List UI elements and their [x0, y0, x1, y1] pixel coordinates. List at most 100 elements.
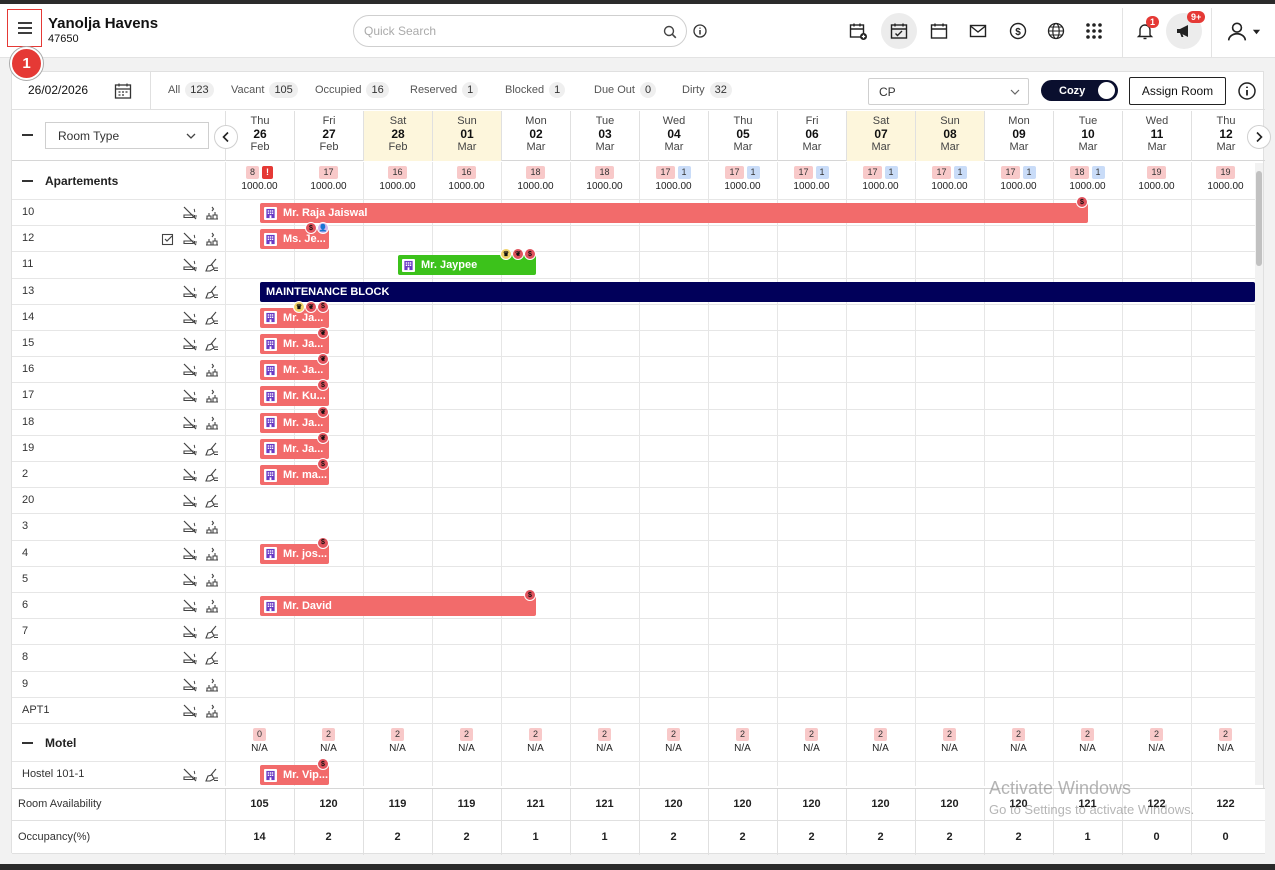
dirty-status-icon[interactable]	[204, 650, 220, 666]
room-row[interactable]: 10	[12, 200, 1257, 227]
booking-source-icon	[264, 337, 277, 351]
quick-search[interactable]	[353, 15, 687, 47]
room-row[interactable]: 2	[12, 462, 1257, 489]
clean-status-icon[interactable]	[204, 519, 220, 535]
dirty-status-icon[interactable]	[204, 467, 220, 483]
room-row[interactable]: APT1	[12, 698, 1257, 724]
hamburger-menu-button[interactable]	[7, 9, 42, 47]
room-row[interactable]: 16	[12, 357, 1257, 384]
dirty-status-icon[interactable]	[204, 284, 220, 300]
previous-dates-button[interactable]	[214, 125, 238, 149]
clean-status-icon[interactable]	[204, 546, 220, 562]
reservation-bar[interactable]: Mr. ma... $	[260, 458, 329, 485]
scrollbar-thumb[interactable]	[1256, 171, 1262, 266]
clean-status-icon[interactable]	[204, 231, 220, 247]
day-name: Fri	[805, 115, 819, 127]
reservation-bar[interactable]: Mr. Ja... ♛ ❦ $	[260, 300, 329, 328]
cozy-view-toggle[interactable]: Cozy	[1041, 80, 1118, 101]
reservation-bar[interactable]: Mr. jos... $	[260, 536, 329, 564]
room-row[interactable]: 20	[12, 488, 1257, 515]
room-row[interactable]: 19	[12, 436, 1257, 462]
day-month: Mar	[1216, 141, 1236, 153]
reservation-bar[interactable]: Mr. Ja... ❦	[260, 353, 329, 381]
reservation-bar[interactable]: Mr. David $	[260, 589, 536, 616]
apps-button[interactable]	[1079, 16, 1109, 46]
room-row[interactable]: 15	[12, 331, 1257, 358]
clean-status-icon[interactable]	[204, 205, 220, 221]
clean-status-icon[interactable]	[204, 362, 220, 378]
room-row[interactable]: 6	[12, 593, 1257, 620]
reservation-bar[interactable]: Mr. Jaypee ♛ ❦ $	[398, 248, 536, 276]
reservation-bar[interactable]: Mr. Ja... ❦	[260, 431, 329, 459]
rate-plan-select[interactable]: CP	[868, 78, 1029, 105]
stat-filter-due-out[interactable]: Due Out 0	[594, 82, 657, 98]
room-row[interactable]: 11	[12, 252, 1257, 279]
stat-filter-reserved[interactable]: Reserved 1	[410, 82, 479, 98]
dirty-status-icon[interactable]	[204, 336, 220, 352]
clean-status-icon[interactable]	[204, 388, 220, 404]
assign-room-button[interactable]: Assign Room	[1129, 77, 1226, 105]
pending-count: 1	[746, 166, 760, 179]
stat-filter-vacant[interactable]: Vacant 105	[231, 82, 298, 98]
room-row[interactable]: 9	[12, 672, 1257, 698]
dirty-status-icon[interactable]	[204, 441, 220, 457]
room-row[interactable]: 8	[12, 645, 1257, 672]
room-row[interactable]: 12	[12, 226, 1257, 253]
maintenance-block[interactable]: MAINTENANCE BLOCK	[260, 281, 1255, 302]
current-date[interactable]: 26/02/2026	[28, 83, 89, 97]
room-row[interactable]: 14	[12, 305, 1257, 331]
collapse-group-button[interactable]	[22, 742, 33, 744]
room-row[interactable]: 5	[12, 567, 1257, 593]
day-date: 03	[598, 127, 612, 141]
dirty-status-icon[interactable]	[204, 310, 220, 326]
mail-button[interactable]	[963, 16, 993, 46]
clean-status-icon[interactable]	[204, 415, 220, 431]
dirty-status-icon[interactable]	[204, 493, 220, 509]
available-count: 2	[666, 728, 680, 741]
next-dates-button[interactable]	[1247, 125, 1271, 149]
grid-scrollbar[interactable]	[1255, 163, 1263, 785]
dirty-status-icon[interactable]	[204, 767, 220, 783]
reservation-bar[interactable]: Mr. Ja... ❦	[260, 327, 329, 354]
reservation-bar[interactable]: Mr. Ku... $	[260, 379, 329, 407]
tape-chart-button[interactable]	[881, 13, 917, 49]
info-icon[interactable]	[692, 23, 708, 39]
clean-status-icon[interactable]	[204, 572, 220, 588]
calendar-button[interactable]	[924, 16, 954, 46]
room-row[interactable]: 4	[12, 541, 1257, 567]
room-row[interactable]: 17	[12, 383, 1257, 410]
clean-status-icon[interactable]	[204, 703, 220, 719]
stat-filter-occupied[interactable]: Occupied 16	[315, 82, 389, 98]
info-icon[interactable]	[1237, 81, 1257, 101]
clean-status-icon[interactable]	[204, 598, 220, 614]
room-row[interactable]: 7	[12, 619, 1257, 646]
stat-count: 0	[639, 82, 657, 98]
calendar-picker-icon[interactable]	[113, 81, 133, 101]
collapse-all-button[interactable]	[22, 134, 33, 136]
web-button[interactable]	[1041, 16, 1071, 46]
stat-filter-dirty[interactable]: Dirty 32	[682, 82, 732, 98]
room-row[interactable]: Hostel 101-1	[12, 762, 1257, 786]
clean-status-icon[interactable]	[204, 677, 220, 693]
collapse-group-button[interactable]	[22, 180, 33, 182]
stat-filter-all[interactable]: All 123	[168, 82, 214, 98]
dirty-status-icon[interactable]	[204, 257, 220, 273]
billing-button[interactable]: $	[1003, 16, 1033, 46]
reservation-bar[interactable]: Ms. Je... $ 👤	[260, 222, 329, 250]
search-input[interactable]	[364, 24, 654, 38]
reservation-bar[interactable]: Mr. Ja... ❦	[260, 405, 329, 433]
day-date: 04	[667, 127, 681, 141]
room-row[interactable]: 3	[12, 514, 1257, 541]
room-type-select[interactable]: Room Type	[45, 122, 209, 149]
reservation-bar[interactable]: Mr. Vip... $	[260, 758, 329, 785]
reservation-bar[interactable]: Mr. Raja Jaiswal $	[260, 196, 1088, 223]
calendar-add-button[interactable]	[843, 16, 873, 46]
room-row[interactable]: 18	[12, 410, 1257, 436]
available-count: 2	[1218, 728, 1232, 741]
dirty-status-icon[interactable]	[204, 624, 220, 640]
search-icon[interactable]	[662, 24, 678, 40]
footer-divider	[1053, 789, 1054, 855]
user-menu-button[interactable]	[1219, 16, 1267, 46]
room-row[interactable]: 13	[12, 279, 1257, 305]
stat-filter-blocked[interactable]: Blocked 1	[505, 82, 566, 98]
